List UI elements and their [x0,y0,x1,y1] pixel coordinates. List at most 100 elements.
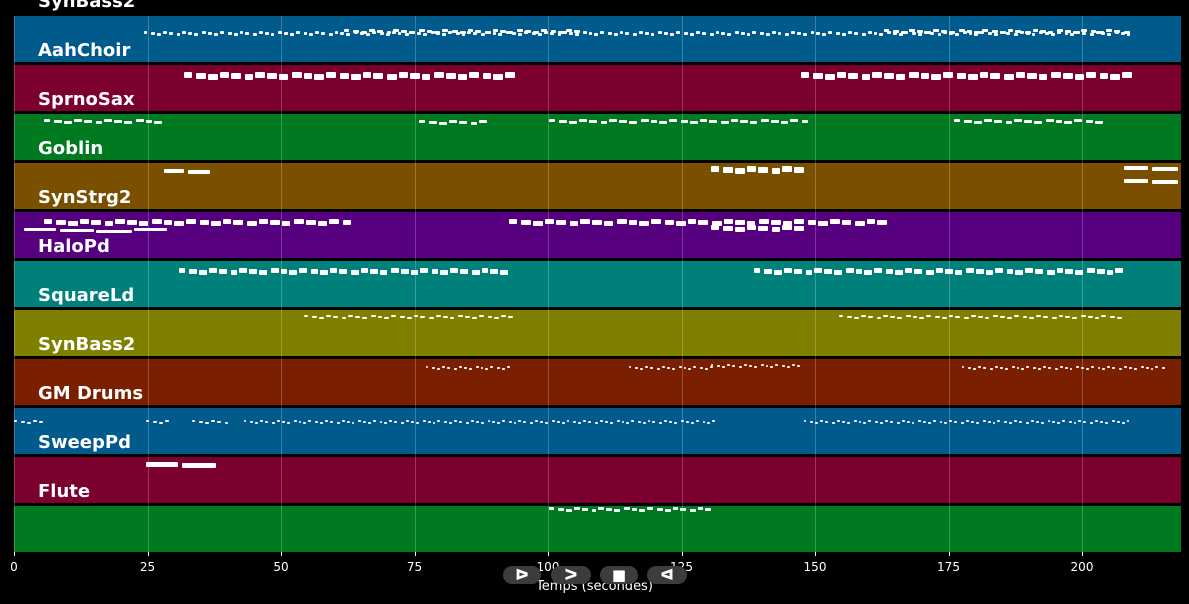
midi-note [209,268,217,273]
midi-note [360,31,367,34]
midi-note [705,508,712,511]
midi-note [943,72,953,78]
midi-note [1062,420,1065,422]
track-lane[interactable] [14,212,1181,258]
midi-note [1097,31,1104,34]
midi-note [992,422,996,424]
midi-note [1043,366,1046,368]
midi-note [470,122,478,125]
tick-label: 25 [139,560,156,574]
midi-note [497,422,500,424]
midi-note [286,422,290,424]
midi-note [724,219,733,224]
midi-note [1074,422,1077,424]
midi-note [854,317,859,319]
midi-note [105,221,113,226]
midi-note [837,72,846,78]
midi-note [639,509,645,512]
midi-note [231,73,241,79]
grid-line [548,16,549,552]
track-lane[interactable] [14,310,1181,356]
midi-note [329,33,334,36]
midi-note [194,33,199,36]
midi-note [973,368,977,370]
play-button[interactable]: ᐅ [503,566,541,584]
midi-note [624,507,631,510]
midi-note [993,315,998,317]
midi-note [1064,121,1072,124]
track-lane[interactable] [14,163,1181,209]
midi-note [930,32,934,35]
midi-note [127,220,137,225]
midi-note [689,509,696,512]
tick-mark [281,552,282,556]
track-lane[interactable] [14,457,1181,503]
midi-note [537,33,542,36]
midi-note [280,269,287,274]
midi-note [573,507,580,510]
midi-note [179,268,186,273]
track-lane[interactable] [14,408,1181,454]
midi-note [583,420,587,422]
forward-button[interactable]: ᐳ [551,566,591,584]
track-lane[interactable] [14,506,1181,552]
midi-note [401,422,405,424]
midi-note [373,73,383,79]
midi-note [321,32,326,35]
midi-note [559,120,568,123]
track-lane[interactable] [14,16,1181,62]
play-icon: ᐅ [515,566,529,584]
midi-note [573,30,580,33]
midi-note [620,31,624,34]
midi-note [468,368,472,370]
track-lane[interactable] [14,65,1181,111]
track-lane[interactable] [14,114,1181,160]
midi-note [304,32,308,35]
midi-note [974,121,983,124]
stop-button[interactable]: ■ [600,566,638,584]
midi-note [632,508,637,511]
grid-line [948,16,950,552]
midi-note [315,31,320,34]
midi-note [1034,121,1042,124]
midi-note [391,315,396,317]
midi-note [422,74,430,80]
midi-note [500,30,507,33]
piano-roll-plot[interactable] [14,16,1181,552]
midi-note [701,32,706,35]
midi-note [629,220,637,225]
midi-note [884,29,889,32]
midi-note [450,317,454,319]
midi-note [901,420,905,422]
midi-note [1121,422,1125,424]
midi-note [44,219,52,224]
midi-note [1032,29,1039,32]
midi-note [794,219,804,224]
midi-note [1122,72,1132,78]
midi-note [925,270,934,275]
midi-note [1110,74,1120,80]
midi-note [348,315,353,317]
track-lane[interactable] [14,359,1181,405]
midi-note [1011,366,1015,368]
midi-note [661,366,665,368]
midi-note [293,420,297,422]
midi-note [68,221,78,226]
midi-note [282,221,290,226]
tick-label: 175 [937,560,960,574]
midi-note [573,421,577,423]
midi-note [521,220,531,225]
midi-note [604,221,613,226]
midi-note [897,317,902,319]
midi-note [319,317,324,319]
midi-note [551,420,555,422]
track-lane[interactable] [14,261,1181,307]
midi-note [260,420,264,422]
midi-note [974,33,979,36]
midi-note [680,420,684,422]
midi-note [164,220,172,225]
midi-note [758,226,768,231]
midi-note [1090,33,1094,36]
back-button[interactable]: ᐊ [647,566,687,584]
midi-note [439,122,448,125]
